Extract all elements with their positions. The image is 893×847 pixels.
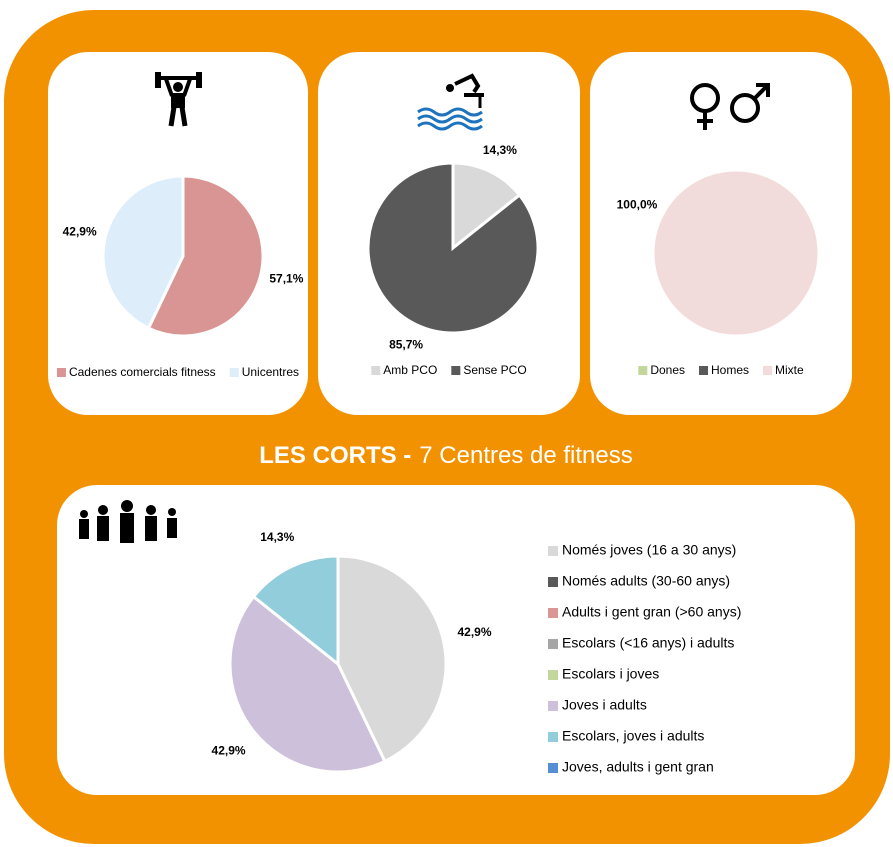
- data-label: 85,7%: [389, 337, 423, 351]
- legend-swatch: [763, 366, 773, 375]
- weightlifter-icon: [155, 72, 202, 127]
- swimmer-icon: [417, 73, 484, 131]
- pie-slice: [336, 554, 448, 764]
- data-label: 42,9%: [63, 225, 97, 239]
- pie-slice: [228, 594, 387, 774]
- banner-subtitle: 7 Centres de fitness: [419, 442, 632, 469]
- pie-slice: [251, 554, 340, 668]
- legend-label: Sense PCO: [463, 363, 526, 377]
- legend-swatch: [548, 763, 558, 773]
- legend-swatch: [548, 546, 558, 556]
- legend-label: Només adults (30-60 anys): [562, 573, 730, 589]
- pie-slice: [651, 168, 821, 338]
- legend-swatch: [638, 366, 648, 375]
- data-label: 57,1%: [269, 272, 303, 286]
- pie-slice: [146, 174, 265, 338]
- legend-label: Escolars (<16 anys) i adults: [562, 635, 734, 651]
- data-label: 42,9%: [457, 625, 491, 639]
- legend-label: Dones: [650, 363, 685, 377]
- legend-label: Només joves (16 a 30 anys): [562, 542, 736, 558]
- legend-swatch: [56, 368, 66, 377]
- banner: LES CORTS - 7 Centres de fitness: [259, 442, 632, 469]
- legend-label: Unicentres: [242, 365, 299, 379]
- legend-swatch: [548, 732, 558, 742]
- legend-label: Mixte: [775, 363, 804, 377]
- pie-slice: [101, 174, 185, 331]
- legend-swatch: [548, 608, 558, 618]
- data-label: 100,0%: [617, 197, 658, 211]
- legend-label: Homes: [711, 363, 749, 377]
- pie-slice: [451, 161, 522, 252]
- legend-label: Joves i adults: [562, 697, 647, 713]
- banner-title: LES CORTS -: [259, 442, 411, 469]
- legend-swatch: [548, 670, 558, 680]
- gender-icon: [690, 83, 770, 130]
- legend-label: Joves, adults i gent gran: [562, 759, 714, 775]
- legend-label: Escolars i joves: [562, 666, 659, 682]
- legend-swatch: [548, 639, 558, 649]
- people-icon: [79, 500, 177, 543]
- legend-label: Cadenes comercials fitness: [69, 365, 216, 379]
- legend-swatch: [699, 366, 708, 375]
- pie-slice: [366, 161, 540, 335]
- legend-swatch: [548, 577, 558, 587]
- legend-label: Escolars, joves i adults: [562, 728, 704, 744]
- data-label: 14,3%: [260, 530, 294, 544]
- data-label: 14,3%: [483, 143, 517, 157]
- data-label: 42,9%: [212, 743, 246, 757]
- legend-swatch: [229, 368, 239, 377]
- legend-label: Amb PCO: [383, 363, 437, 377]
- legend-swatch: [548, 701, 558, 711]
- legend-swatch: [371, 366, 381, 375]
- legend-label: Adults i gent gran (>60 anys): [562, 604, 741, 620]
- legend-swatch: [451, 366, 461, 375]
